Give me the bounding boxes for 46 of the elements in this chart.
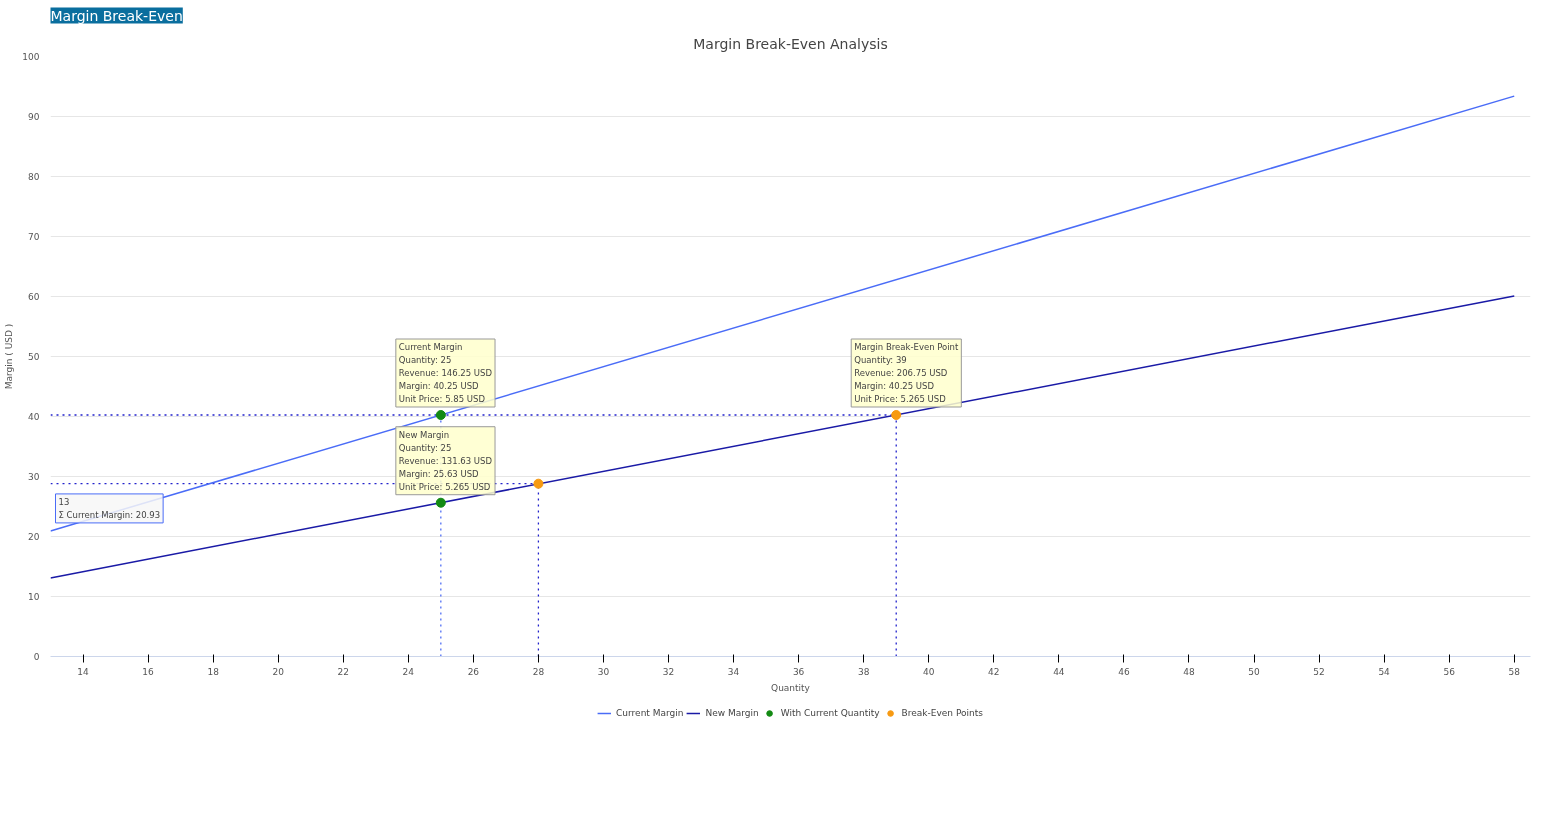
x-tick-label: 46: [1118, 666, 1130, 677]
x-tick-label: 24: [402, 666, 415, 677]
x-axis-title: Quantity: [771, 682, 811, 693]
x-tick-label: 26: [467, 666, 480, 677]
y-tick-label: 80: [28, 172, 40, 182]
annotation: Margin Break-Even Point Quantity: 39 Revenue: 206.75 USD Margin: 40.25 USD Unit Price: 5.265 USD: [854, 342, 960, 404]
y-tick-label: 40: [28, 412, 40, 422]
legend-label: With Current Quantity: [780, 708, 880, 718]
y-axis-title: Margin ( USD ): [4, 323, 15, 390]
x-tick-label: 16: [142, 666, 155, 677]
y-tick-label: 20: [28, 532, 40, 542]
x-tick-label: 56: [1443, 666, 1456, 677]
x-tick-label: 58: [1508, 666, 1521, 677]
x-tick-label: 14: [77, 666, 90, 677]
y-tick-label: 30: [28, 472, 40, 482]
legend-label: Break-Even Points: [901, 708, 983, 718]
chart-title: Margin Break-Even Analysis: [693, 35, 888, 52]
x-tick-label: 22: [337, 666, 349, 677]
y-tick-label: 90: [28, 112, 40, 122]
x-tick-label: 54: [1378, 666, 1391, 677]
y-tick-label: 50: [28, 352, 40, 362]
x-tick-label: 38: [857, 666, 870, 677]
x-tick-label: 42: [988, 666, 1000, 677]
x-tick-label: 44: [1053, 666, 1065, 677]
x-tick-label: 48: [1183, 666, 1195, 677]
y-tick-label: 10: [28, 592, 40, 602]
x-tick-label: 52: [1313, 666, 1325, 677]
x-tick-label: 36: [792, 666, 805, 677]
x-tick-label: 40: [923, 666, 935, 677]
annotation: New Margin Quantity: 25 Revenue: 131.63 USD Margin: 25.63 USD Unit Price: 5.265 USD: [398, 429, 493, 492]
x-tick-label: 20: [272, 666, 285, 677]
x-tick-label: 28: [532, 666, 545, 677]
text: Margin Break-Even: [50, 7, 183, 24]
legend-label: Current Margin: [616, 708, 684, 718]
legend-label: New Margin: [705, 708, 759, 718]
x-tick-label: 50: [1248, 666, 1261, 677]
y-tick-label: 70: [28, 232, 40, 242]
x-tick-label: 18: [207, 666, 220, 677]
annotation: Current Margin Quantity: 25 Revenue: 146.25 USD Margin: 40.25 USD Unit Price: 5.85 USD: [398, 342, 493, 404]
x-tick-label: 32: [662, 666, 675, 677]
x-tick-label: 30: [597, 666, 610, 677]
annotation: 13 Σ Current Margin: 20.93: [58, 496, 161, 520]
y-tick-label: 60: [28, 292, 40, 302]
y-tick-label: 100: [22, 52, 40, 62]
y-tick-label: 0: [33, 652, 40, 662]
x-tick-label: 34: [727, 666, 740, 677]
